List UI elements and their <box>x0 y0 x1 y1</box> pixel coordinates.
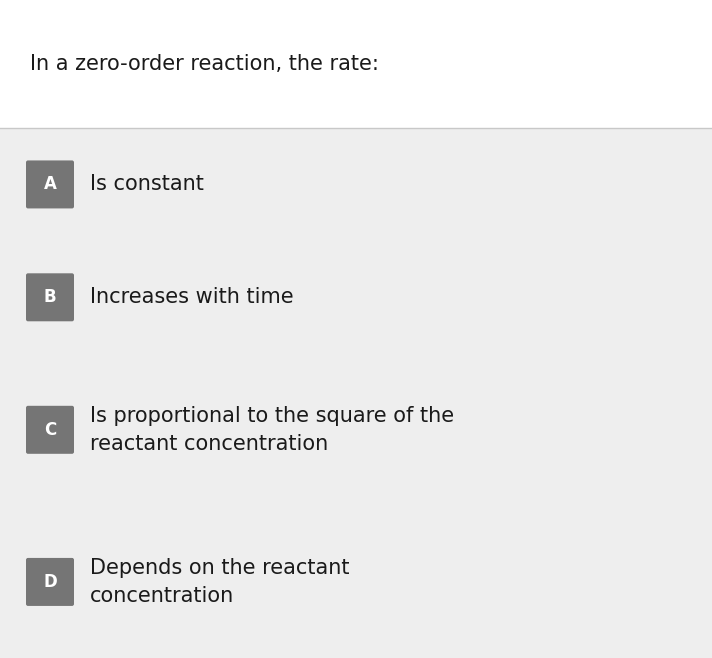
Bar <box>0 0 712 128</box>
Text: A: A <box>43 176 56 193</box>
FancyBboxPatch shape <box>26 406 74 454</box>
FancyBboxPatch shape <box>26 558 74 606</box>
Text: Is proportional to the square of the
reactant concentration: Is proportional to the square of the rea… <box>90 406 454 454</box>
Text: Increases with time: Increases with time <box>90 288 293 307</box>
FancyBboxPatch shape <box>26 273 74 321</box>
Text: Depends on the reactant
concentration: Depends on the reactant concentration <box>90 558 350 606</box>
FancyBboxPatch shape <box>26 161 74 209</box>
Text: C: C <box>44 421 56 439</box>
Text: D: D <box>43 573 57 591</box>
Bar <box>0 128 712 658</box>
Text: In a zero-order reaction, the rate:: In a zero-order reaction, the rate: <box>30 54 379 74</box>
Text: B: B <box>43 288 56 307</box>
Text: Is constant: Is constant <box>90 174 204 194</box>
